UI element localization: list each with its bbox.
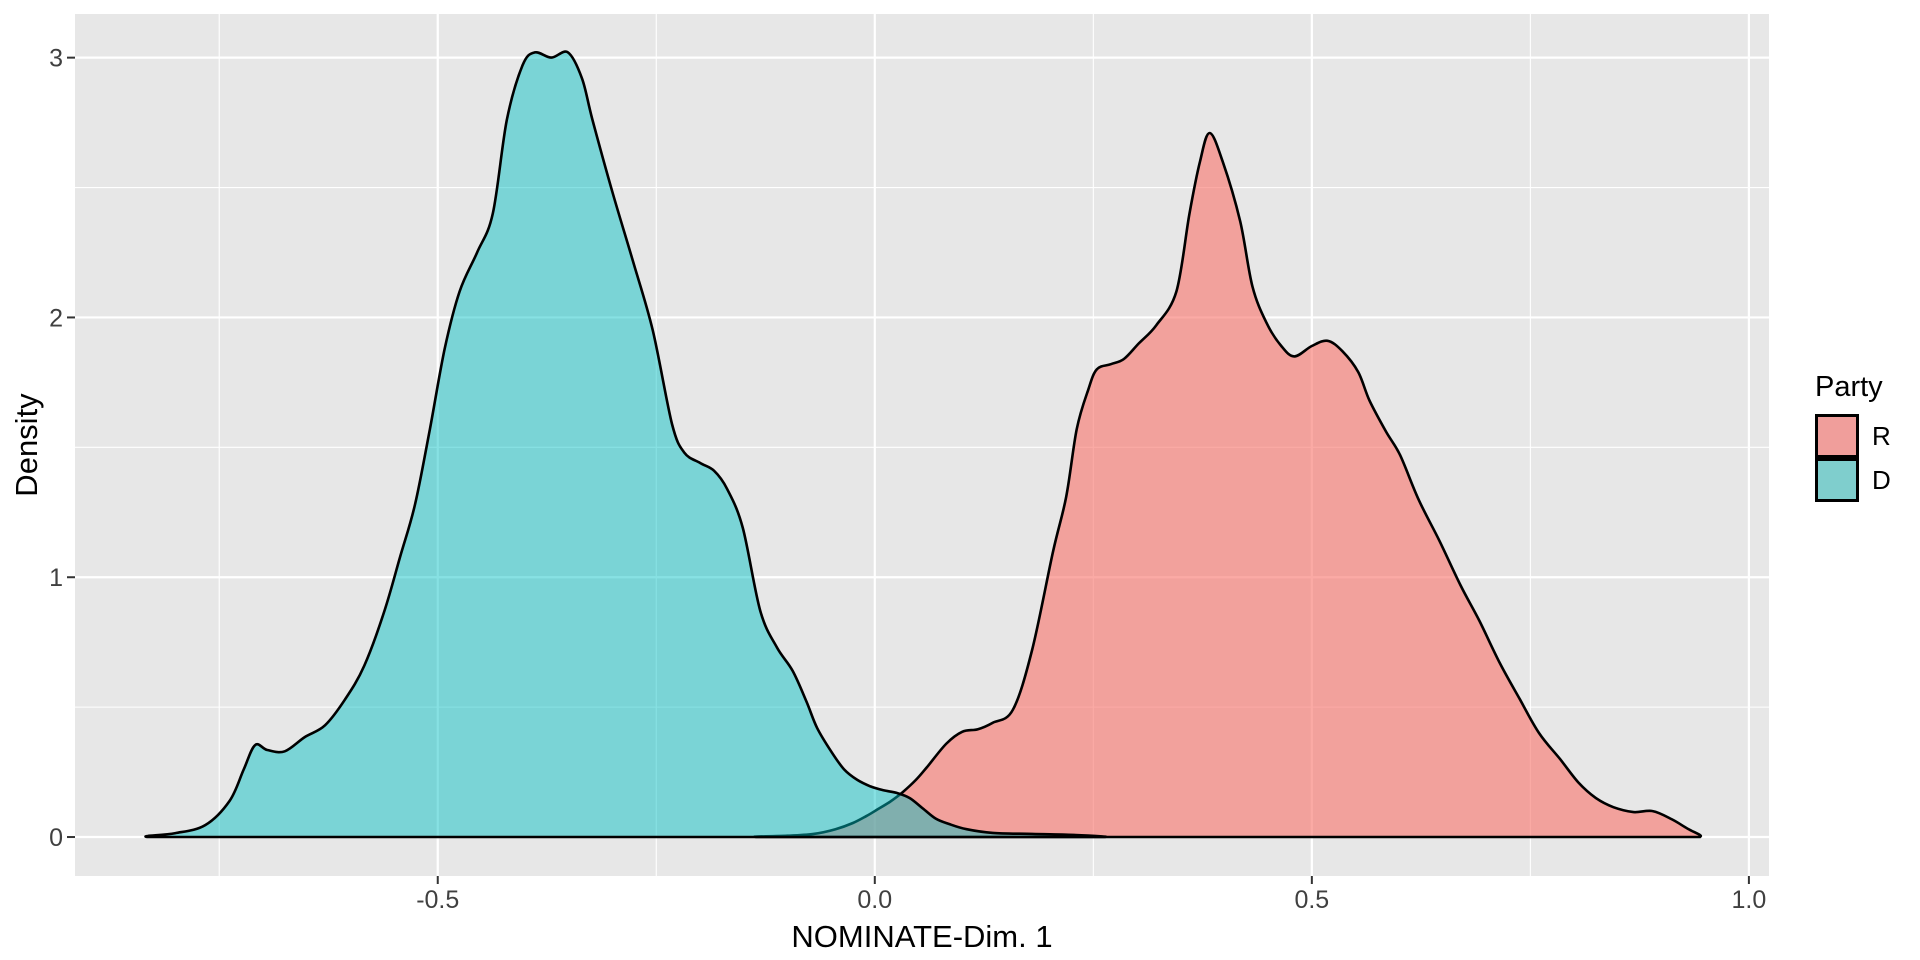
- legend-item-d: D: [1800, 458, 1891, 502]
- x-tick-label: 0.5: [1294, 886, 1329, 914]
- x-tick-label: 0.0: [857, 886, 892, 914]
- legend-item-r: R: [1800, 414, 1891, 458]
- x-axis-title: NOMINATE-Dim. 1: [791, 919, 1053, 954]
- y-tick-label: 2: [49, 304, 63, 332]
- legend-key-d-swatch: [1815, 458, 1859, 502]
- legend-title: Party: [1815, 371, 1883, 403]
- density-curve-d: [144, 50, 1108, 839]
- legend-key-r-swatch: [1815, 414, 1859, 458]
- legend-label-d: D: [1872, 464, 1891, 495]
- axis-tick-labels: -0.5 0.0 0.5 1.0 0 1 2 3: [49, 45, 1766, 914]
- y-axis-title: Density: [9, 393, 44, 497]
- y-tick-label: 0: [49, 824, 63, 852]
- legend: Party R D: [1800, 371, 1891, 502]
- density-curves: [144, 50, 1703, 839]
- axis-tick-marks: [67, 56, 1750, 884]
- y-tick-label: 1: [49, 564, 63, 592]
- density-curve-r: [753, 131, 1703, 839]
- legend-label-r: R: [1872, 420, 1891, 451]
- x-tick-label: 1.0: [1732, 886, 1767, 914]
- y-tick-label: 3: [49, 45, 63, 73]
- x-tick-label: -0.5: [416, 886, 459, 914]
